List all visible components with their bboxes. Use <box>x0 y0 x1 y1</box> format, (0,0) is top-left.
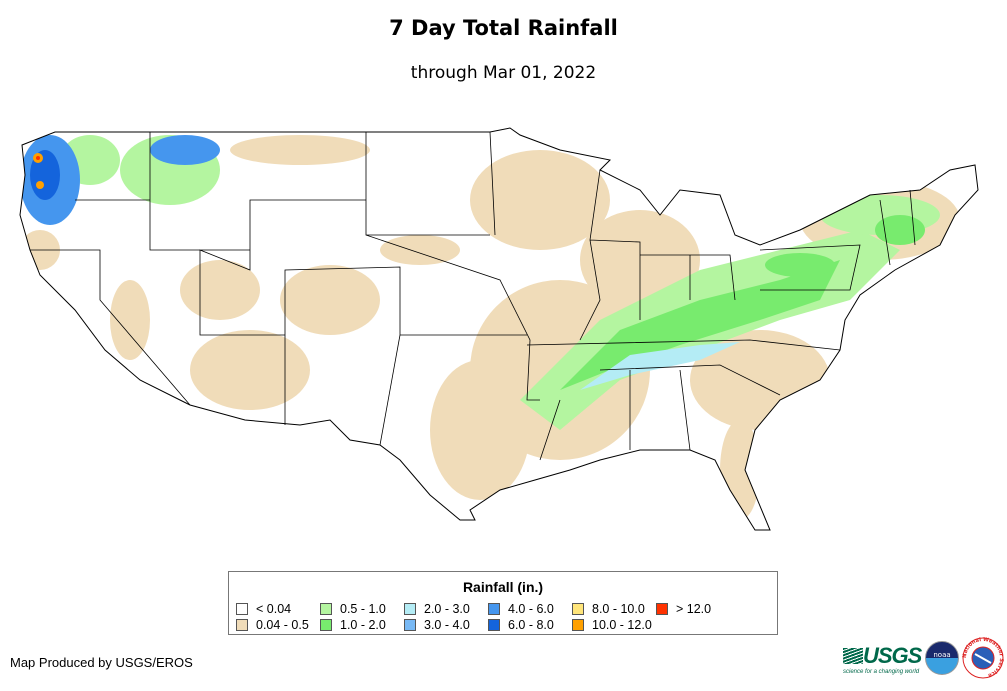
nws-logo: National Weather Service <box>962 637 1004 679</box>
legend-label: > 12.0 <box>676 601 712 616</box>
usgs-logo-text: USGS <box>863 643 922 668</box>
rainfall-map <box>19 127 979 531</box>
map-title: 7 Day Total Rainfall <box>389 16 618 40</box>
legend-label: 0.04 - 0.5 <box>256 617 309 632</box>
legend-label: 0.5 - 1.0 <box>340 601 386 616</box>
map-subtitle: through Mar 01, 2022 <box>410 63 597 83</box>
legend-swatch <box>572 602 584 615</box>
legend-label: 2.0 - 3.0 <box>424 601 470 616</box>
legend-label: 10.0 - 12.0 <box>592 617 652 632</box>
legend-item: < 0.04 <box>236 601 320 616</box>
legend-item: 0.5 - 1.0 <box>320 601 404 616</box>
precip-layer <box>20 128 978 530</box>
state-borders <box>30 131 916 461</box>
legend-label: 3.0 - 4.0 <box>424 617 470 632</box>
legend-swatch <box>320 602 332 615</box>
legend-swatch <box>404 602 416 615</box>
legend-item: > 12.0 <box>656 601 740 616</box>
credit-text: Map Produced by USGS/EROS <box>10 655 193 670</box>
legend-title: Rainfall (in.) <box>462 579 544 595</box>
legend-swatch <box>488 618 500 631</box>
legend-swatch <box>656 602 668 615</box>
legend-label: 8.0 - 10.0 <box>592 601 645 616</box>
legend-item: 2.0 - 3.0 <box>404 601 488 616</box>
legend-swatch <box>572 618 584 631</box>
legend-label: 6.0 - 8.0 <box>508 617 554 632</box>
legend-swatch <box>488 602 500 615</box>
noaa-logo: noaa <box>925 641 959 675</box>
legend-label: 4.0 - 6.0 <box>508 601 554 616</box>
legend: Rainfall (in.) < 0.04 0.5 - 1.0 2.0 - 3.… <box>228 571 778 635</box>
legend-item: 4.0 - 6.0 <box>488 601 572 616</box>
legend-swatch <box>404 618 416 631</box>
legend-item: 3.0 - 4.0 <box>404 617 488 632</box>
legend-swatch <box>236 618 248 631</box>
legend-swatch <box>236 602 248 615</box>
legend-label: 1.0 - 2.0 <box>340 617 386 632</box>
legend-item: 8.0 - 10.0 <box>572 601 656 616</box>
legend-label: < 0.04 <box>256 601 292 616</box>
noaa-logo-text: noaa <box>933 651 951 659</box>
usgs-tagline: science for a changing world <box>843 669 920 675</box>
legend-swatch <box>320 618 332 631</box>
legend-item: 6.0 - 8.0 <box>488 617 572 632</box>
usgs-logo: USGS science for a changing world <box>843 643 922 675</box>
legend-item: 10.0 - 12.0 <box>572 617 656 632</box>
legend-item: 0.04 - 0.5 <box>236 617 320 632</box>
legend-item: 1.0 - 2.0 <box>320 617 404 632</box>
